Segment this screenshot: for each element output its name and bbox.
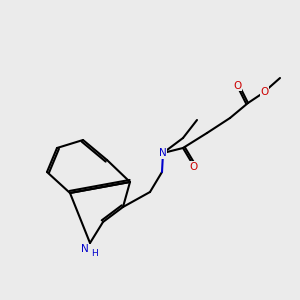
Text: O: O <box>189 162 198 172</box>
Text: N: N <box>81 244 88 254</box>
Text: N: N <box>159 148 167 158</box>
Text: O: O <box>233 80 241 91</box>
Text: O: O <box>260 86 268 97</box>
Text: H: H <box>91 249 98 258</box>
